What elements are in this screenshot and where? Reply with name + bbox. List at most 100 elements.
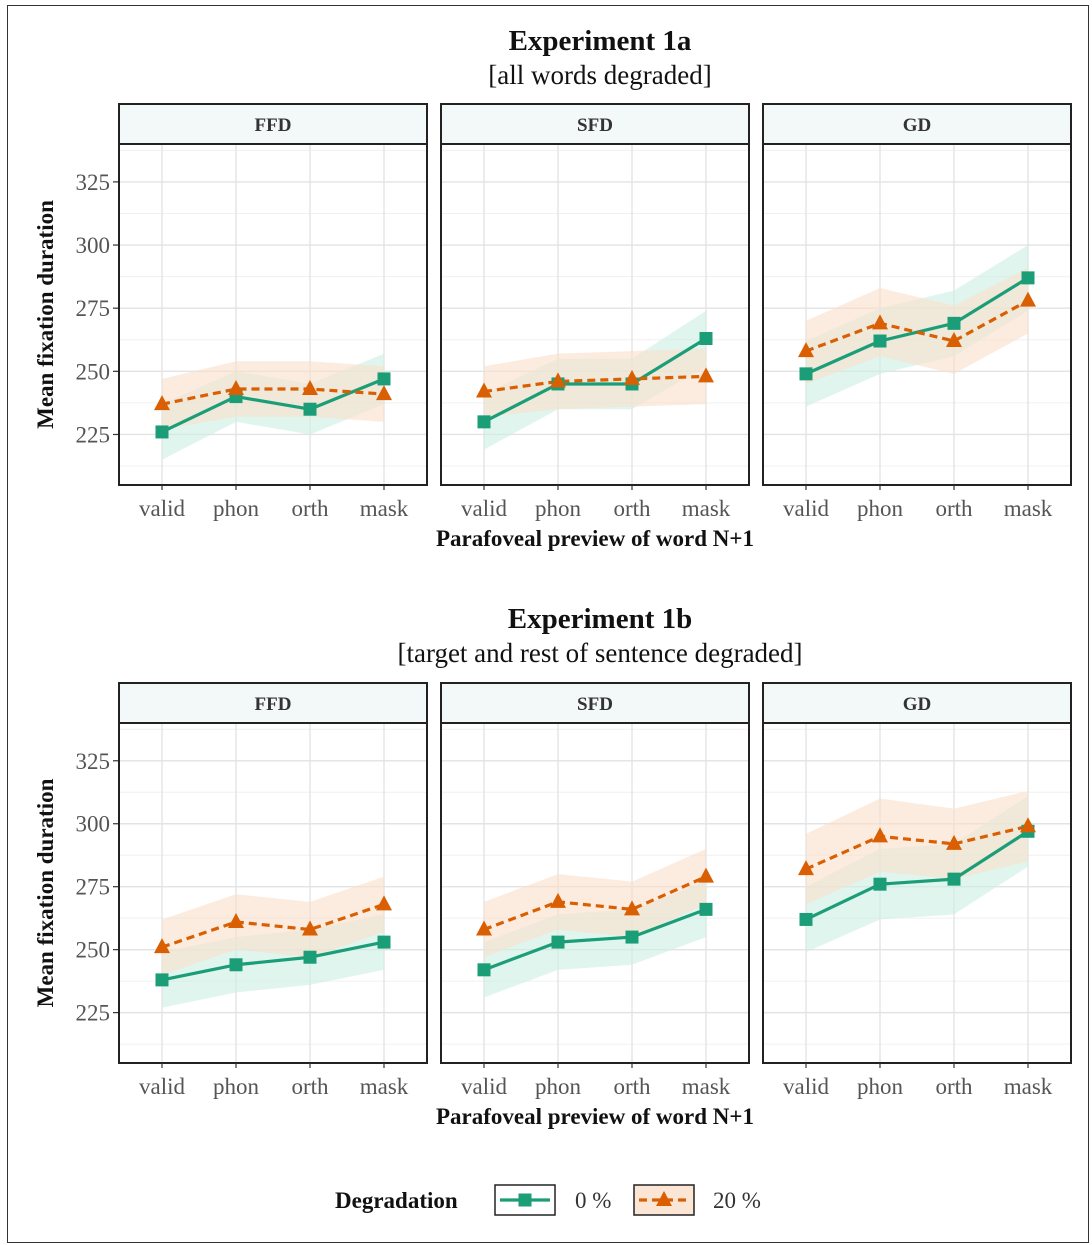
x-axis-label: Parafoveal preview of word N+1 <box>436 1104 754 1129</box>
data-point <box>946 834 962 850</box>
data-point <box>155 973 169 987</box>
series-line <box>483 907 707 972</box>
panel-ffd: FFD valid phon orth mask <box>118 103 428 521</box>
panel-gd: GD valid phon orth mask <box>762 103 1072 521</box>
panel-ffd: FFD valid phon orth mask <box>118 682 428 1099</box>
data-point <box>229 958 243 972</box>
figure-frame <box>7 5 1089 1243</box>
data-point <box>798 860 814 876</box>
legend-label: 0 % <box>575 1188 611 1213</box>
y-tick-label: 325 <box>76 749 111 774</box>
facet-label: GD <box>903 115 932 136</box>
data-point <box>376 895 392 911</box>
data-point <box>625 930 639 944</box>
x-tick-label: valid <box>783 496 829 521</box>
series-line <box>805 829 1029 921</box>
legend-marker <box>656 1191 672 1206</box>
y-tick-label: 250 <box>76 938 111 963</box>
data-point <box>698 867 714 883</box>
y-axis-label: Mean fixation duration <box>33 200 58 429</box>
facet-label: SFD <box>577 115 613 136</box>
data-point <box>872 827 888 843</box>
x-tick-label: valid <box>139 1074 185 1099</box>
chart-subtitle: [target and rest of sentence degraded] <box>397 638 802 668</box>
x-tick-label: valid <box>461 1074 507 1099</box>
series-line <box>483 337 707 424</box>
series-line <box>161 902 385 949</box>
panel-border <box>440 722 750 1064</box>
data-point <box>154 395 170 411</box>
data-point <box>872 314 888 330</box>
series-line <box>483 374 707 394</box>
x-tick-label: phon <box>213 1074 260 1099</box>
data-point <box>376 385 392 401</box>
facet-strip <box>118 103 428 145</box>
confidence-band <box>806 791 1028 905</box>
series-line <box>161 387 385 406</box>
chart-title: Experiment 1b <box>508 603 692 635</box>
series-line <box>161 377 385 434</box>
data-point <box>873 334 887 348</box>
data-point <box>1020 817 1036 833</box>
data-point <box>624 900 640 916</box>
panel-border <box>118 722 428 1064</box>
facet-label: FFD <box>255 115 292 136</box>
data-point <box>550 892 566 908</box>
data-point <box>476 382 492 398</box>
data-point <box>624 369 640 385</box>
x-tick-label: mask <box>1004 1074 1053 1099</box>
data-point <box>477 963 491 977</box>
data-point <box>946 332 962 348</box>
y-tick-label: 225 <box>76 1001 111 1026</box>
x-tick-label: phon <box>857 496 904 521</box>
series-line <box>805 824 1029 871</box>
confidence-band <box>162 876 384 975</box>
facet-label: GD <box>903 694 932 715</box>
facet-label: FFD <box>255 694 292 715</box>
data-point <box>155 425 169 439</box>
data-point <box>377 935 391 949</box>
x-tick-label: mask <box>360 496 409 521</box>
y-tick-label: 225 <box>76 422 111 447</box>
data-point <box>1021 271 1035 285</box>
y-axis-label: Mean fixation duration <box>33 778 58 1007</box>
data-point <box>477 415 491 429</box>
x-tick-label: phon <box>213 496 260 521</box>
x-tick-label: phon <box>535 1074 582 1099</box>
series-line <box>483 875 707 932</box>
data-point <box>947 872 961 886</box>
x-tick-label: orth <box>613 1074 651 1099</box>
x-tick-label: valid <box>461 496 507 521</box>
chart-subtitle: [all words degraded] <box>488 60 711 90</box>
chart-title: Experiment 1a <box>509 25 692 57</box>
legend-marker <box>518 1193 532 1207</box>
y-tick-label: 275 <box>76 296 111 321</box>
data-point <box>699 331 713 345</box>
panel-border <box>118 143 428 486</box>
panel-gd: GD valid phon orth mask <box>762 682 1072 1099</box>
series-line <box>161 940 385 982</box>
x-tick-label: mask <box>1004 496 1053 521</box>
y-tick-label: 275 <box>76 875 111 900</box>
data-point <box>302 920 318 936</box>
confidence-band <box>162 361 384 430</box>
x-tick-label: mask <box>682 1074 731 1099</box>
data-point <box>699 902 713 916</box>
panel-border <box>762 143 1072 486</box>
data-point <box>698 367 714 383</box>
data-point <box>551 935 565 949</box>
data-point <box>1020 291 1036 307</box>
y-tick-label: 300 <box>76 812 111 837</box>
legend-label: 20 % <box>713 1188 761 1213</box>
x-tick-label: orth <box>935 1074 973 1099</box>
x-axis-label: Parafoveal preview of word N+1 <box>436 526 754 551</box>
x-tick-label: orth <box>291 496 329 521</box>
confidence-band <box>806 267 1028 384</box>
data-point <box>302 380 318 396</box>
x-tick-label: valid <box>783 1074 829 1099</box>
data-point <box>799 367 813 381</box>
facet-strip <box>762 103 1072 145</box>
panel-sfd: SFD valid phon orth mask <box>440 682 750 1099</box>
x-tick-label: orth <box>935 496 973 521</box>
